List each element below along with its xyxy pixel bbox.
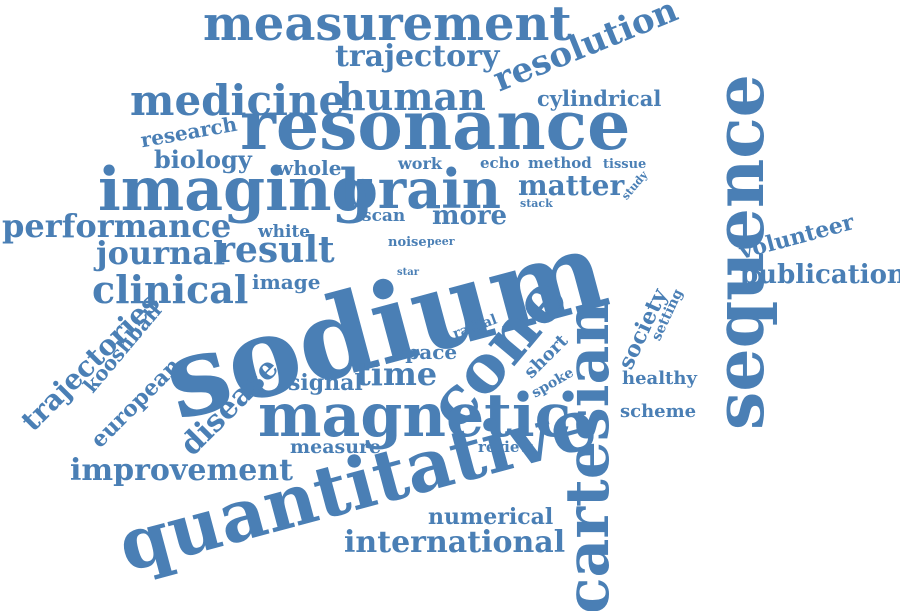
word-imaging: imaging: [98, 155, 374, 225]
word-performance: performance: [2, 207, 232, 245]
word-echo: echo: [480, 154, 520, 172]
word-trajectory: trajectory: [335, 39, 500, 74]
word-matter: matter: [518, 169, 625, 202]
word-sequence: sequence: [699, 74, 780, 430]
word-review: review: [478, 438, 533, 456]
word-journal: journal: [96, 234, 226, 272]
word-publication: publication: [740, 260, 900, 290]
word-numerical: numerical: [428, 504, 554, 530]
word-signal: signal: [288, 370, 363, 396]
word-whole: whole: [276, 156, 342, 180]
word-medicine: medicine: [130, 76, 346, 125]
word-star: star: [397, 267, 419, 278]
word-scheme: scheme: [620, 401, 697, 422]
word-healthy: healthy: [622, 368, 697, 389]
word-space: space: [394, 340, 458, 364]
word-time: time: [356, 355, 438, 393]
word-human: human: [338, 74, 486, 119]
word-more: more: [432, 201, 508, 231]
word-stack: stack: [520, 197, 553, 210]
word-clinical: clinical: [92, 267, 249, 312]
word-tissue: tissue: [603, 157, 647, 172]
word-study: study: [618, 168, 651, 203]
word-result: result: [216, 229, 335, 271]
word-magnetic: magnetic: [258, 381, 572, 451]
word-image: image: [252, 270, 321, 294]
word-resonance: resonance: [240, 86, 631, 166]
word-noise: noise: [388, 235, 427, 250]
word-biology: biology: [154, 145, 252, 174]
word-work: work: [398, 154, 442, 173]
word-international: international: [344, 525, 566, 560]
word-cylindrical: cylindrical: [537, 86, 662, 111]
word-scan: scan: [362, 206, 406, 226]
word-improvement: improvement: [70, 453, 293, 488]
word-method: method: [528, 154, 592, 172]
word-measure: measure: [290, 436, 382, 458]
word-peer: peer: [427, 235, 455, 248]
word-brain: brain: [340, 157, 501, 221]
word-white: white: [258, 222, 311, 242]
word-measurement: measurement: [203, 0, 572, 52]
